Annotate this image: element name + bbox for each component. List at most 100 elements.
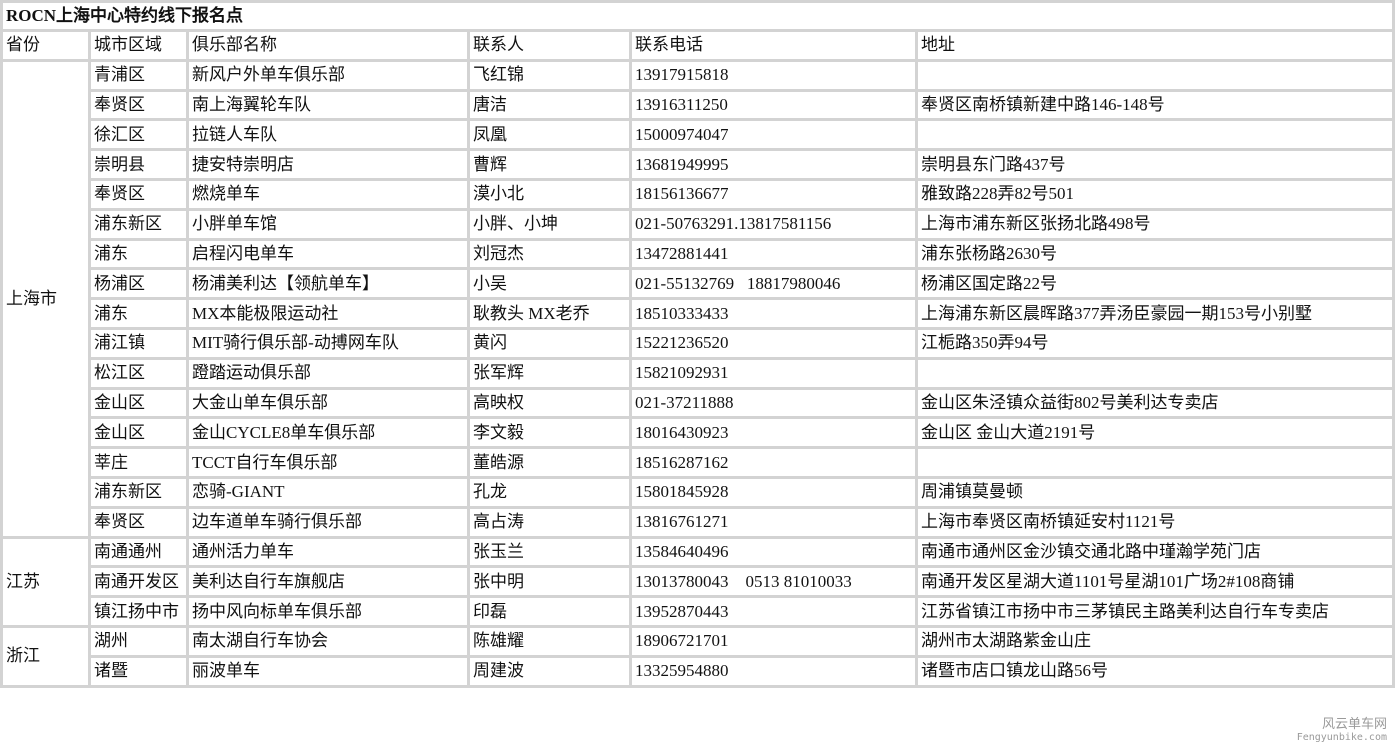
address-cell: 金山区朱泾镇众益街802号美利达专卖店 — [915, 386, 1395, 420]
address-cell: 上海浦东新区晨晖路377弄汤臣豪园一期153号小别墅 — [915, 297, 1395, 330]
city-cell: 徐汇区 — [88, 118, 189, 152]
table-row: 南通开发区 美利达自行车旗舰店 张中明 13013780043 0513 810100… — [2, 565, 1395, 599]
club-cell: TCCT自行车俱乐部 — [186, 446, 470, 479]
city-cell: 杨浦区 — [88, 267, 189, 301]
phone-cell: 021-50763291.13817581156 — [629, 207, 918, 241]
header-phone: 联系电话 — [629, 29, 918, 62]
province-cell: 浙江 — [0, 624, 91, 688]
city-cell: 金山区 — [88, 386, 189, 420]
city-cell: 松江区 — [88, 356, 189, 390]
table-row: 浦江镇 MIT骑行俱乐部-动搏网车队 黄闪 15221236520 江栀路350弄94号 — [2, 326, 1395, 360]
address-cell: 江苏省镇江市扬中市三茅镇民主路美利达自行车专卖店 — [915, 595, 1395, 628]
table-row: 金山区 大金山单车俱乐部 高映权 021-37211888 金山区朱泾镇众益街802号美… — [2, 386, 1395, 420]
club-cell: 南上海翼轮车队 — [186, 88, 470, 122]
table-row: 镇江扬中市 扬中风向标单车俱乐部 印磊 13952870443 江苏省镇江市扬中市三茅镇… — [2, 595, 1395, 628]
city-cell: 诸暨 — [88, 654, 189, 688]
address-cell — [915, 356, 1395, 390]
table-row: 浦东 启程闪电单车 刘冠杰 13472881441 浦东张杨路2630号 — [2, 237, 1395, 271]
contact-cell: 小吴 — [467, 267, 632, 301]
phone-cell: 021-37211888 — [629, 386, 918, 420]
city-cell: 浦江镇 — [88, 326, 189, 360]
city-cell: 浦东 — [88, 297, 189, 330]
phone-cell: 18510333433 — [629, 297, 918, 330]
club-cell: 丽波单车 — [186, 654, 470, 688]
table-row: 徐汇区 拉链人车队 凤凰 15000974047 — [2, 118, 1395, 152]
club-cell: 南太湖自行车协会 — [186, 624, 470, 658]
address-cell: 金山区 金山大道2191号 — [915, 416, 1395, 450]
club-cell: 蹬踏运动俱乐部 — [186, 356, 470, 390]
table-row: 浦东新区 小胖单车馆 小胖、小坤 021-50763291.13817581156 上海… — [2, 207, 1395, 241]
club-cell: 新风户外单车俱乐部 — [186, 58, 470, 92]
city-cell: 南通通州 — [88, 535, 189, 569]
header-row: 省份 城市区域 俱乐部名称 联系人 联系电话 地址 — [0, 29, 1395, 62]
address-cell: 上海市浦东新区张扬北路498号 — [915, 207, 1395, 241]
province-cell: 上海市 — [0, 58, 91, 539]
club-cell: 拉链人车队 — [186, 118, 470, 152]
contact-cell: 小胖、小坤 — [467, 207, 632, 241]
city-cell: 奉贤区 — [88, 505, 189, 539]
contact-cell: 唐洁 — [467, 88, 632, 122]
club-cell: 金山CYCLE8单车俱乐部 — [186, 416, 470, 450]
contact-cell: 黄闪 — [467, 326, 632, 360]
club-cell: 通州活力单车 — [186, 535, 470, 569]
phone-cell: 13816761271 — [629, 505, 918, 539]
contact-cell: 高占涛 — [467, 505, 632, 539]
club-cell: MX本能极限运动社 — [186, 297, 470, 330]
contact-cell: 凤凰 — [467, 118, 632, 152]
province-cell: 江苏 — [0, 535, 91, 628]
phone-cell: 18016430923 — [629, 416, 918, 450]
table-row: 莘庄 TCCT自行车俱乐部 董皓源 18516287162 — [2, 446, 1395, 479]
club-cell: 燃烧单车 — [186, 177, 470, 211]
contact-cell: 刘冠杰 — [467, 237, 632, 271]
contact-cell: 高映权 — [467, 386, 632, 420]
phone-cell: 18906721701 — [629, 624, 918, 658]
city-cell: 金山区 — [88, 416, 189, 450]
city-cell: 浦东 — [88, 237, 189, 271]
city-cell: 湖州 — [88, 624, 189, 658]
club-cell: 恋骑-GIANT — [186, 475, 470, 509]
table-row: 奉贤区 南上海翼轮车队 唐洁 13916311250 奉贤区南桥镇新建中路146-148… — [2, 88, 1395, 122]
header-city: 城市区域 — [88, 29, 189, 62]
club-cell: 美利达自行车旗舰店 — [186, 565, 470, 599]
club-cell: 捷安特崇明店 — [186, 148, 470, 181]
phone-cell: 18156136677 — [629, 177, 918, 211]
watermark-logo: 风云单车网 Fengyunbike.com — [1296, 717, 1387, 744]
contact-cell: 曹辉 — [467, 148, 632, 181]
table-row: 浦东 MX本能极限运动社 耿教头 MX老乔 18510333433 上海浦东新区晨晖路3… — [2, 297, 1395, 330]
header-contact: 联系人 — [467, 29, 632, 62]
phone-cell: 13952870443 — [629, 595, 918, 628]
table-row: 杨浦区 杨浦美利达【领航单车】 小吴 021-55132769 18817980046… — [2, 267, 1395, 301]
city-cell: 青浦区 — [88, 58, 189, 92]
city-cell: 奉贤区 — [88, 88, 189, 122]
table-row: 诸暨 丽波单车 周建波 13325954880 诸暨市店口镇龙山路56号 — [2, 654, 1395, 688]
address-cell — [915, 446, 1395, 479]
table-row: 奉贤区 边车道单车骑行俱乐部 高占涛 13816761271 上海市奉贤区南桥镇延安村1… — [2, 505, 1395, 539]
phone-cell: 15000974047 — [629, 118, 918, 152]
address-cell: 诸暨市店口镇龙山路56号 — [915, 654, 1395, 688]
address-cell: 浦东张杨路2630号 — [915, 237, 1395, 271]
city-cell: 浦东新区 — [88, 207, 189, 241]
club-cell: 边车道单车骑行俱乐部 — [186, 505, 470, 539]
contact-cell: 张中明 — [467, 565, 632, 599]
address-cell — [915, 58, 1395, 92]
club-cell: MIT骑行俱乐部-动搏网车队 — [186, 326, 470, 360]
city-cell: 崇明县 — [88, 148, 189, 181]
contact-cell: 张玉兰 — [467, 535, 632, 569]
contact-cell: 飞红锦 — [467, 58, 632, 92]
table-row: 上海市 青浦区 新风户外单车俱乐部 飞红锦 13917915818 — [0, 58, 1395, 539]
contact-cell: 耿教头 MX老乔 — [467, 297, 632, 330]
city-cell: 南通开发区 — [88, 565, 189, 599]
contact-cell: 张军辉 — [467, 356, 632, 390]
phone-cell: 13472881441 — [629, 237, 918, 271]
club-cell: 杨浦美利达【领航单车】 — [186, 267, 470, 301]
title-row: ROCN上海中心特约线下报名点 — [0, 0, 1395, 32]
phone-cell: 13916311250 — [629, 88, 918, 122]
address-cell — [915, 118, 1395, 152]
club-cell: 扬中风向标单车俱乐部 — [186, 595, 470, 628]
address-cell: 湖州市太湖路紫金山庄 — [915, 624, 1395, 658]
phone-cell: 15821092931 — [629, 356, 918, 390]
table-row: 浙江 湖州 南太湖自行车协会 陈雄耀 18906721701 湖州市太湖路紫金山庄 — [0, 624, 1395, 688]
address-cell: 南通市通州区金沙镇交通北路中瑾瀚学苑门店 — [915, 535, 1395, 569]
table-row: 崇明县 捷安特崇明店 曹辉 13681949995 崇明县东门路437号 — [2, 148, 1395, 181]
table-row: 奉贤区 燃烧单车 漠小北 18156136677 雅致路228弄82号501 — [2, 177, 1395, 211]
